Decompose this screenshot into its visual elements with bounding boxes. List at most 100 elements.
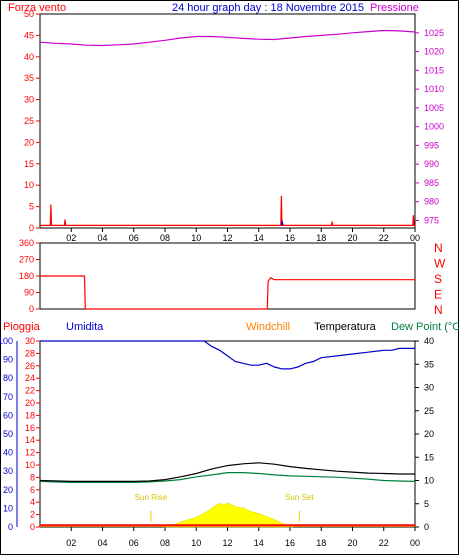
hour-tick-label: 16 — [285, 538, 295, 548]
pressure-tick-label: 990 — [424, 159, 439, 169]
temperature-tick-label: 15 — [424, 452, 434, 462]
direction-tick-label: 270 — [19, 255, 34, 265]
legend-temperatura: Temperatura — [314, 321, 377, 333]
temperature-tick-label: 10 — [424, 476, 434, 486]
hour-tick-label: 10 — [191, 538, 201, 548]
hour-tick-label: 08 — [160, 233, 170, 243]
rain-tick-label: 0 — [30, 522, 35, 532]
rain-tick-label: 26 — [25, 361, 35, 371]
direction-axis-ticks: 0 90 180 270 360 — [19, 238, 40, 314]
legend-dew-point: Dew Point (°C — [391, 321, 459, 333]
temperature-tick-label: 25 — [424, 406, 434, 416]
wind-gust-mark — [280, 221, 284, 226]
pressure-tick-label: 1000 — [424, 122, 444, 132]
hour-tick-label: 20 — [347, 538, 357, 548]
legend-umidita: Umidita — [66, 321, 104, 333]
wind-tick-label: 45 — [24, 30, 34, 40]
hour-tick-label: 04 — [97, 538, 107, 548]
pressure-tick-label: 1010 — [424, 84, 444, 94]
hour-tick-label: 10 — [191, 233, 201, 243]
hour-tick-label: 18 — [316, 233, 326, 243]
rain-tick-label: 6 — [30, 485, 35, 495]
temperature-tick-label: 5 — [424, 499, 429, 509]
temperature-axis-ticks: 0 5 10 15 20 25 30 35 40 — [415, 336, 434, 532]
hour-tick-label: 02 — [66, 538, 76, 548]
panel-wind-direction-frame — [39, 242, 416, 310]
panel-humidity-temperature: Pioggia Umidita Windchill Temperatura De… — [0, 321, 459, 548]
temperature-tick-label: 40 — [424, 336, 434, 346]
hour-tick-label: 14 — [254, 233, 264, 243]
temperature-line — [39, 462, 415, 482]
humidity-tick-label: 90 — [3, 355, 13, 365]
panel-wind-pressure-frame — [39, 13, 416, 229]
pressure-tick-label: 985 — [424, 178, 439, 188]
humidity-tick-label: 30 — [3, 466, 13, 476]
hour-tick-label: 12 — [222, 233, 232, 243]
direction-tick-label: 90 — [24, 288, 34, 298]
hour-tick-label: 14 — [254, 538, 264, 548]
sun-marker-label: Sun Rise — [135, 493, 168, 502]
hour-tick-label: 12 — [222, 538, 232, 548]
rain-tick-label: 24 — [25, 373, 35, 383]
humidity-tick-label: 80 — [3, 373, 13, 383]
rain-tick-label: 12 — [25, 448, 35, 458]
humidity-tick-label: 0 — [8, 522, 13, 532]
wind-tick-label: 5 — [29, 202, 34, 212]
pressure-tick-label: 1015 — [424, 65, 444, 75]
wind-axis-ticks: 0 5 10 15 20 25 30 35 40 45 50 — [24, 9, 40, 233]
rain-tick-label: 4 — [30, 497, 35, 507]
hour-tick-label: 08 — [160, 538, 170, 548]
rain-tick-label: 22 — [25, 386, 35, 396]
humidity-tick-label: 70 — [3, 392, 13, 402]
rain-tick-label: 2 — [30, 510, 35, 520]
rain-tick-label: 8 — [30, 472, 35, 482]
temperature-tick-label: 30 — [424, 383, 434, 393]
legend-forza-vento: Forza vento — [8, 2, 66, 14]
dewpoint-line — [39, 472, 416, 483]
wind-tick-label: 30 — [24, 95, 34, 105]
pressure-tick-label: 980 — [424, 197, 439, 207]
panel3-hour-ticks: 02 04 06 08 10 12 14 16 18 20 22 00 — [66, 527, 420, 548]
humidity-tick-label: 100 — [0, 336, 13, 346]
humidity-axis-ticks: 0 10 20 30 40 50 60 70 80 90 100 — [0, 336, 18, 532]
rain-tick-label: 28 — [25, 348, 35, 358]
compass-label: S — [434, 272, 442, 286]
rain-tick-label: 14 — [25, 435, 35, 445]
humidity-tick-label: 60 — [3, 410, 13, 420]
hour-tick-label: 06 — [129, 233, 139, 243]
wind-tick-label: 20 — [24, 137, 34, 147]
pressure-tick-label: 1005 — [424, 103, 444, 113]
direction-tick-label: 360 — [19, 238, 34, 248]
wind-tick-label: 35 — [24, 73, 34, 83]
wind-tick-label: 15 — [24, 159, 34, 169]
compass-label: E — [434, 288, 442, 302]
panel-humidity-temperature-frame — [39, 340, 416, 528]
solar-area — [163, 502, 294, 528]
hour-tick-label: 02 — [66, 233, 76, 243]
graph-title: 24 hour graph day : 18 Novembre 2015 — [172, 2, 364, 14]
hour-tick-label: 16 — [285, 233, 295, 243]
temperature-tick-label: 20 — [424, 429, 434, 439]
pressure-tick-label: 995 — [424, 140, 439, 150]
compass-label: W — [434, 257, 446, 271]
pressure-tick-label: 1020 — [424, 47, 444, 57]
legend-pioggia: Pioggia — [3, 321, 41, 333]
wind-tick-label: 40 — [24, 52, 34, 62]
temperature-tick-label: 35 — [424, 359, 434, 369]
legend-pressione: Pressione — [370, 2, 419, 14]
direction-tick-label: 0 — [29, 304, 34, 314]
compass-label: N — [434, 303, 443, 317]
humidity-tick-label: 50 — [3, 429, 13, 439]
panel-wind-pressure: Forza vento 24 hour graph day : 18 Novem… — [8, 2, 444, 243]
rain-tick-label: 10 — [25, 460, 35, 470]
hour-tick-label: 04 — [97, 233, 107, 243]
wind-tick-label: 0 — [29, 223, 34, 233]
direction-line — [40, 275, 415, 310]
wind-tick-label: 10 — [24, 180, 34, 190]
hour-tick-label: 22 — [379, 233, 389, 243]
